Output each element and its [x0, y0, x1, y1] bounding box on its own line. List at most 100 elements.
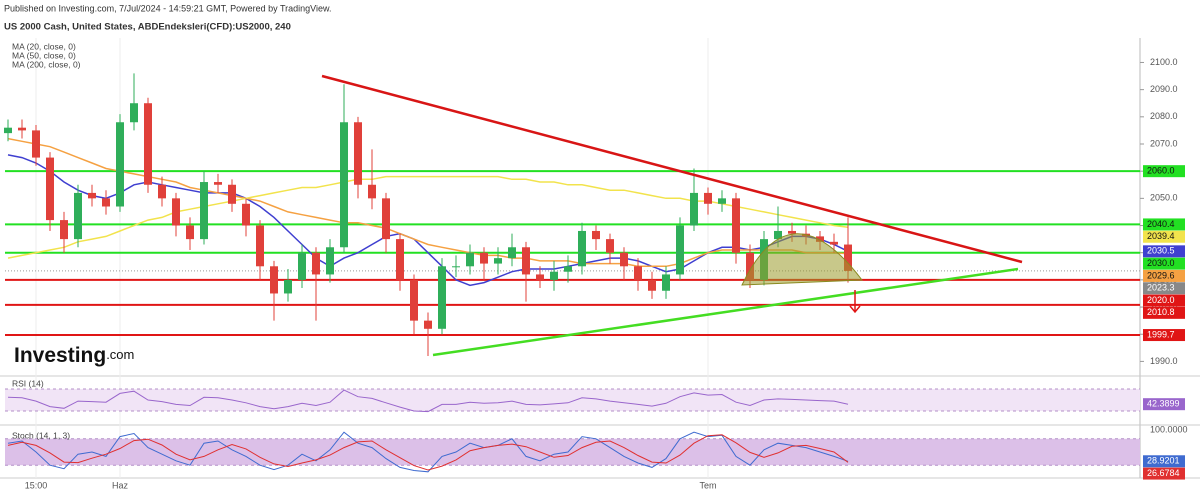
candle-body: [46, 157, 54, 221]
value-label: 2023.3: [1147, 283, 1175, 293]
candle-body: [158, 184, 166, 199]
value-label: 2030.5: [1147, 246, 1175, 256]
candle-body: [732, 198, 740, 253]
published-note: Published on Investing.com, 7/Jul/2024 -…: [4, 3, 332, 13]
candle-body: [382, 198, 390, 240]
y-tick-label: 2080.0: [1150, 111, 1178, 121]
legend-entry: MA (200, close, 0): [12, 59, 81, 69]
logo-main: Investing: [14, 344, 106, 367]
candle-body: [746, 252, 754, 280]
value-label: 2010.8: [1147, 307, 1175, 317]
candle-body: [200, 182, 208, 240]
candle-body: [564, 266, 572, 272]
x-tick-label: 15:00: [25, 480, 48, 490]
value-box: [1143, 218, 1185, 231]
candle-body: [74, 192, 82, 240]
candle-body: [718, 198, 726, 204]
candle-body: [354, 122, 362, 185]
candle-body: [214, 182, 222, 185]
value-box: [1143, 329, 1185, 342]
candle-body: [578, 230, 586, 267]
marks-layer: 2100.0 2090.0 2080.0 2070.0 2060.0 2050.0 2040…: [4, 41, 1188, 490]
candle-body: [130, 103, 138, 123]
support-trendline: [432, 267, 1019, 357]
value-box: [1143, 306, 1185, 319]
candle-body: [424, 320, 432, 329]
value-box: [1143, 245, 1185, 258]
candle-body: [466, 252, 474, 267]
y-tick-label: 2070.0: [1150, 138, 1178, 148]
candle-body: [116, 122, 124, 207]
candle-body: [312, 252, 320, 275]
logo-suffix: .com: [106, 347, 134, 362]
x-tick-label: Tem: [699, 480, 716, 490]
y-tick-label: 2050.0: [1150, 193, 1178, 203]
value-label: 2039.4: [1147, 231, 1175, 241]
legend-entry: MA (50, close, 0): [12, 50, 76, 60]
down-arrow-head: [849, 305, 861, 314]
indicator-line: [7, 431, 849, 473]
candle-body: [326, 247, 334, 275]
candle-body: [256, 225, 264, 267]
candle-body: [396, 239, 404, 280]
candle-body: [816, 236, 824, 242]
candle-body: [536, 274, 544, 280]
candle-body: [522, 247, 530, 275]
value-box: [1143, 294, 1185, 307]
value-box: [1143, 165, 1185, 178]
value-box: [1143, 398, 1185, 411]
y-tick-label: 2090.0: [1150, 84, 1178, 94]
candle-body: [788, 230, 796, 234]
candle-body: [410, 279, 418, 321]
candle-body: [592, 230, 600, 240]
value-box: [1143, 257, 1185, 270]
candle-body: [690, 192, 698, 226]
candle-body: [270, 266, 278, 294]
value-box: [1143, 269, 1185, 282]
chart-title: US 2000 Cash, United States, ABDEndeksle…: [4, 22, 291, 33]
resistance-trendline: [321, 74, 1023, 264]
legend-entry: MA (20, close, 0): [12, 41, 76, 51]
value-label: 28.9201: [1147, 456, 1180, 466]
candle-body: [18, 127, 26, 131]
value-label: 26.6784: [1147, 468, 1180, 478]
candle-body: [606, 239, 614, 253]
value-label: 42.3899: [1147, 399, 1180, 409]
candle-body: [774, 230, 782, 240]
value-label: 2029.6: [1147, 270, 1175, 280]
candle-body: [648, 279, 656, 291]
indicator-line: [7, 389, 849, 413]
y-tick-label: 100.0000: [1150, 424, 1188, 434]
value-label: 2060.0: [1147, 166, 1175, 176]
value-label: 2040.4: [1147, 219, 1175, 229]
y-tick-label: 2100.0: [1150, 57, 1178, 67]
value-label: 1999.7: [1147, 329, 1175, 339]
x-tick-label: Haz: [112, 480, 129, 490]
candle-body: [452, 266, 460, 268]
band: [5, 389, 1140, 411]
pane-title: RSI (14): [12, 378, 44, 388]
dome-pattern: [741, 233, 863, 286]
candle-body: [438, 266, 446, 329]
candle-body: [32, 130, 40, 158]
candle-body: [830, 241, 838, 245]
value-box: [1143, 467, 1185, 480]
indicator-line: [7, 434, 849, 471]
y-tick-label: 1990.0: [1150, 356, 1178, 366]
candle-body: [242, 203, 250, 226]
candle-body: [60, 220, 68, 240]
value-label: 2030.0: [1147, 258, 1175, 268]
candle-body: [620, 252, 628, 267]
candle-body: [550, 271, 558, 280]
candle-body: [298, 252, 306, 280]
candle-body: [704, 192, 712, 204]
candle-body: [144, 103, 152, 185]
candle-body: [676, 225, 684, 275]
candle-body: [4, 127, 12, 134]
candle-body: [340, 122, 348, 248]
value-box: [1143, 230, 1185, 243]
candle-body: [634, 266, 642, 280]
logo: Investing.com: [14, 344, 134, 367]
